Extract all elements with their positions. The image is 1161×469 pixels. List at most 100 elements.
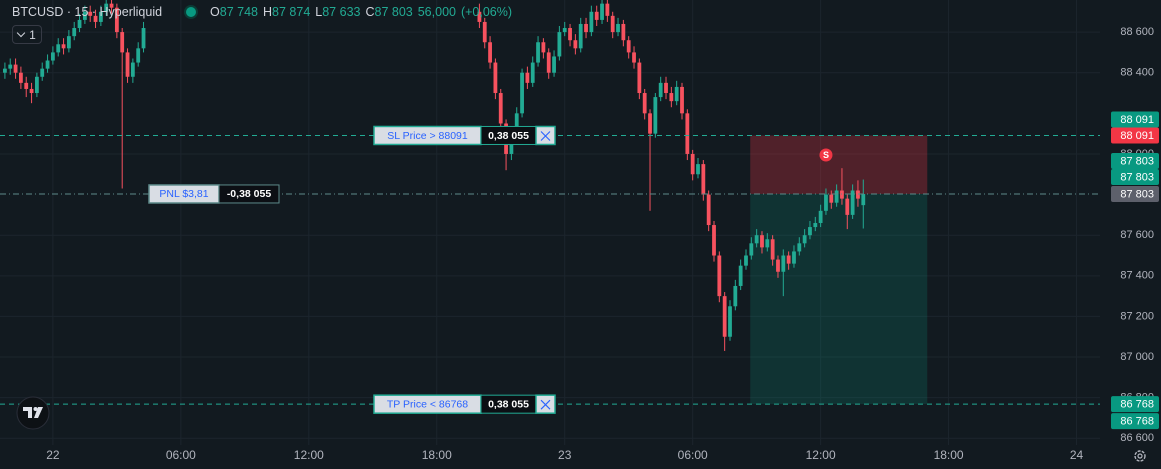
candle-body xyxy=(50,52,55,61)
close-order-button[interactable] xyxy=(535,394,556,414)
tradingview-logo[interactable] xyxy=(16,396,50,430)
x-tick-label: 18:00 xyxy=(422,448,452,462)
candle-body xyxy=(733,285,738,307)
candle-body xyxy=(808,227,812,236)
candle-body xyxy=(541,42,546,53)
candle-body xyxy=(120,32,125,53)
candle-body xyxy=(573,40,578,49)
price-badge: 87 803 xyxy=(1111,168,1159,185)
candle-body xyxy=(109,3,114,8)
change: (+0,06%) xyxy=(460,4,513,19)
x-tick-label: 23 xyxy=(558,448,572,462)
candle-body xyxy=(744,255,748,266)
y-tick-label: 87 600 xyxy=(1120,229,1154,241)
price-badge: 86 768 xyxy=(1111,396,1159,413)
x-tick-label: 18:00 xyxy=(934,448,964,462)
candle-body xyxy=(93,15,98,22)
candle-body xyxy=(98,11,103,22)
y-tick-label: 87 200 xyxy=(1120,310,1154,322)
candle-body xyxy=(488,42,492,63)
candle-body xyxy=(72,28,77,37)
close-order-button[interactable] xyxy=(535,125,556,146)
candle-body xyxy=(632,52,636,63)
symbol[interactable]: BTCUSD · 15 · Hyperliquid xyxy=(12,4,163,19)
candle-body xyxy=(530,62,535,83)
price-badge: 87 803 xyxy=(1111,185,1159,202)
candle-body xyxy=(616,23,620,33)
candle-body xyxy=(82,11,87,20)
candle-body xyxy=(824,194,828,211)
price-badge-box xyxy=(1111,413,1159,430)
order-label[interactable]: PNL $3,81 -0,38 055 xyxy=(148,184,280,204)
candle-body xyxy=(56,44,61,53)
candle-body xyxy=(24,82,29,89)
price-badge: 86 768 xyxy=(1111,413,1159,430)
trade-marker[interactable]: S xyxy=(819,148,833,162)
candle-body xyxy=(637,62,642,94)
price-badge-box xyxy=(1111,168,1159,185)
order-qty-box xyxy=(218,184,280,204)
stop-zone[interactable] xyxy=(750,135,928,194)
candle-body xyxy=(130,62,135,77)
price-lines: S SL Price > 88091 0,38 055 PNL $3,81 -0,38 … xyxy=(0,125,1100,414)
candle-body xyxy=(829,194,834,203)
candle-body xyxy=(594,11,599,20)
order-qty-text: 0,38 055 xyxy=(488,398,529,410)
price-badge-label: 86 768 xyxy=(1120,416,1154,428)
candle-body xyxy=(40,68,45,77)
candle-body xyxy=(653,97,658,134)
price-badge-box xyxy=(1111,185,1159,202)
volume: 56,000 xyxy=(417,4,456,19)
legend-toggle[interactable]: 1 xyxy=(12,25,42,44)
candle-body xyxy=(696,164,700,175)
ohlc-value: 87 633 xyxy=(322,4,361,19)
candle-body xyxy=(18,72,23,83)
candle-body xyxy=(3,68,7,73)
candle-body xyxy=(584,23,588,33)
order-label-text: PNL $3,81 xyxy=(159,188,208,200)
x-tick-label: 22 xyxy=(46,448,60,462)
candle-body xyxy=(141,28,146,49)
candle-body xyxy=(722,296,727,337)
candle-body xyxy=(674,86,679,102)
candle-body xyxy=(690,153,695,175)
chevron xyxy=(16,28,26,37)
price-badge-label: 88 091 xyxy=(1120,114,1154,126)
candle-body xyxy=(792,251,796,264)
price-badge: 88 091 xyxy=(1111,127,1159,144)
toggle-count: 1 xyxy=(29,27,36,42)
y-tick-label: 87 000 xyxy=(1120,351,1154,363)
candle-body xyxy=(536,42,540,63)
close-icon xyxy=(540,131,551,141)
candle-body xyxy=(125,52,130,77)
order-label-text: SL Price > 88091 xyxy=(387,130,468,142)
order-label[interactable]: SL Price > 88091 0,38 055 xyxy=(373,125,556,146)
candles xyxy=(3,0,866,351)
candle-body xyxy=(8,64,13,69)
position-box[interactable] xyxy=(750,135,928,405)
candle-body xyxy=(754,235,759,244)
candle-body xyxy=(818,210,823,224)
x-tick-label: 24 xyxy=(1070,448,1084,462)
candle-body xyxy=(77,19,82,29)
candle-body xyxy=(45,60,50,69)
candle-body xyxy=(648,113,652,134)
status-dot xyxy=(186,6,197,17)
candle-body xyxy=(802,235,807,244)
candle-body xyxy=(776,259,780,272)
candle-body xyxy=(66,36,71,49)
target-zone[interactable] xyxy=(750,193,928,405)
candle-body xyxy=(61,44,66,49)
candle-body xyxy=(834,190,839,203)
candle-body xyxy=(760,235,764,248)
price-badge-label: 87 803 xyxy=(1120,155,1154,167)
order-label[interactable]: TP Price < 86768 0,38 055 xyxy=(373,394,556,414)
candle-body xyxy=(861,193,866,206)
candle-body xyxy=(786,255,791,264)
candle-body xyxy=(701,164,706,195)
x-tick-label: 12:00 xyxy=(294,448,324,462)
settings-button[interactable] xyxy=(1134,450,1146,462)
candle-body xyxy=(845,198,850,215)
